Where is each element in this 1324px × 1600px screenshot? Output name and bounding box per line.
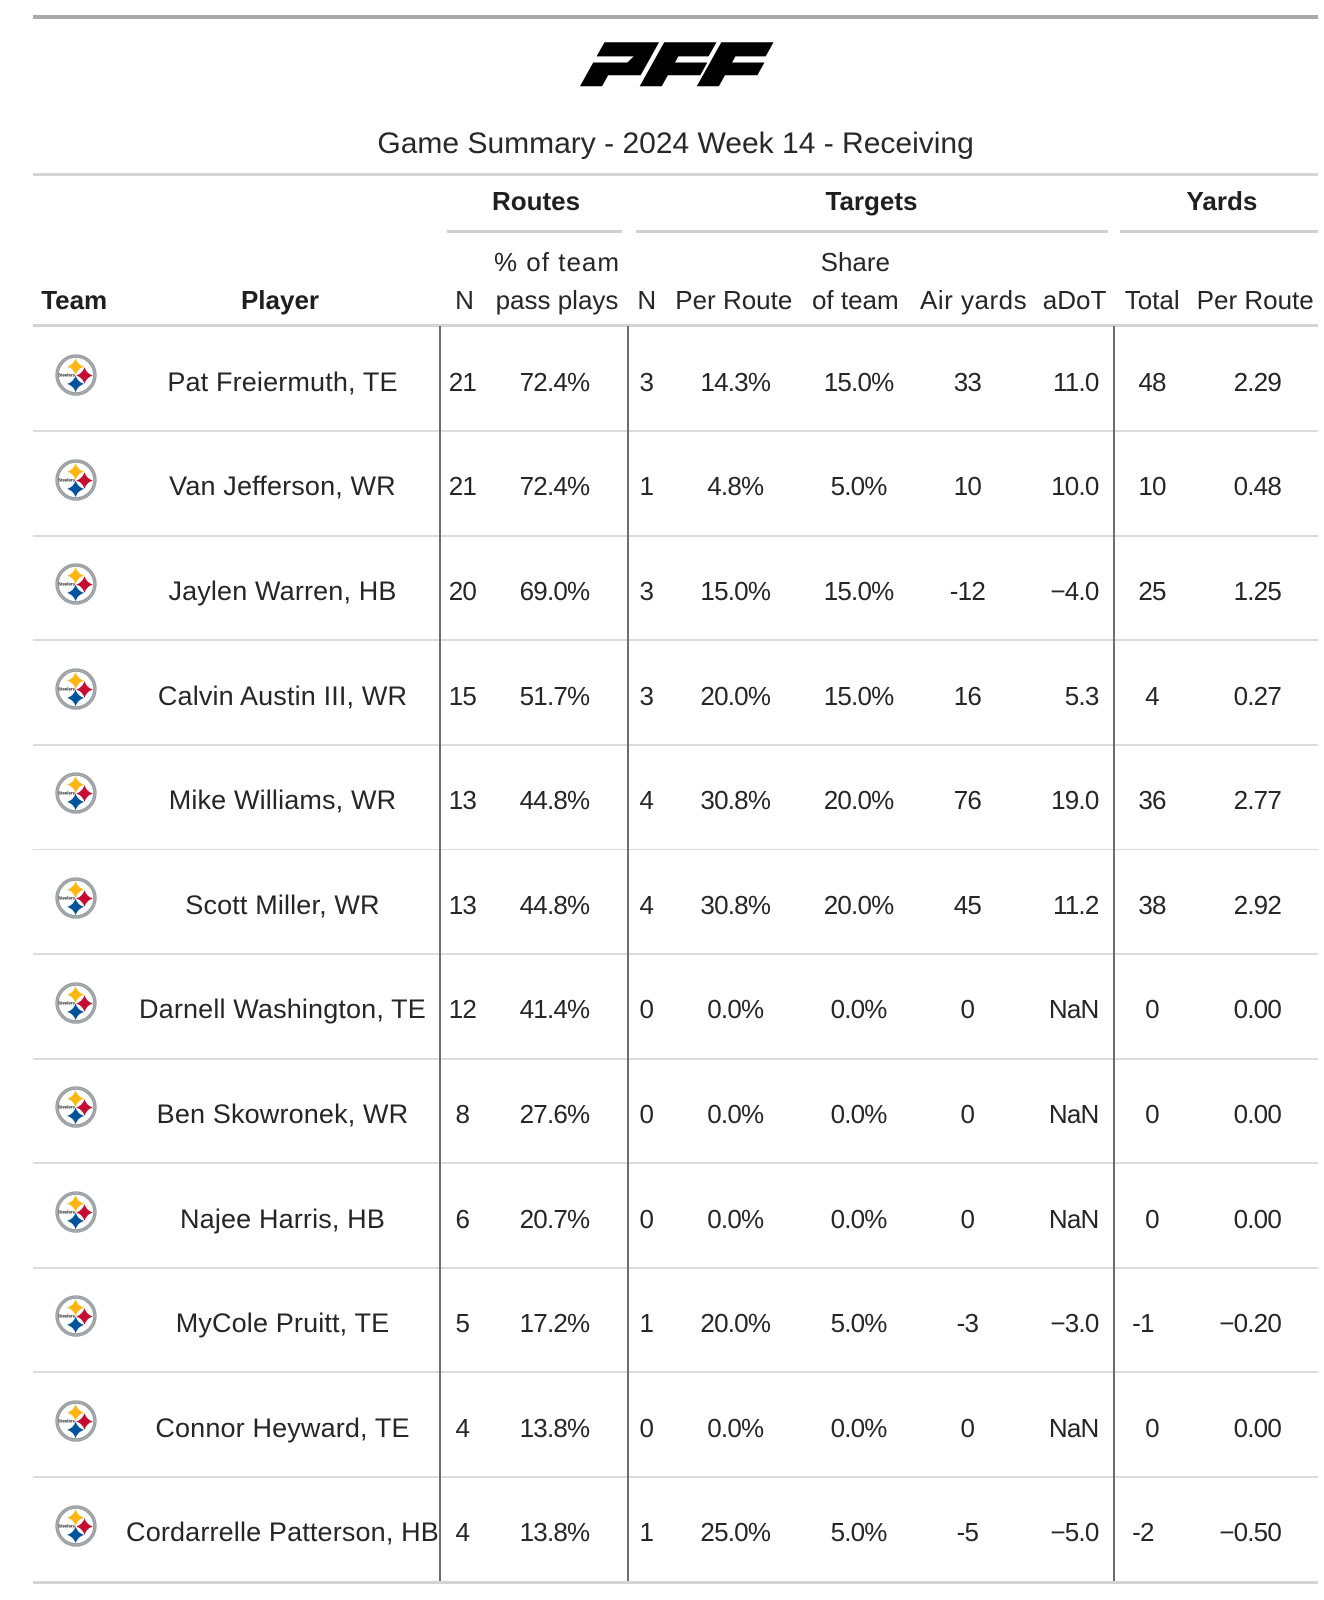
svg-text:Steelers: Steelers [58,1209,75,1214]
svg-text:Steelers: Steelers [58,1105,75,1110]
svg-text:Steelers: Steelers [58,1418,75,1423]
svg-text:Steelers: Steelers [58,373,75,378]
svg-text:Steelers: Steelers [58,1000,75,1005]
svg-text:Steelers: Steelers [58,686,75,691]
svg-text:Steelers: Steelers [58,582,75,587]
svg-text:Steelers: Steelers [58,477,75,482]
svg-text:Steelers: Steelers [58,791,75,796]
svg-text:Steelers: Steelers [58,1314,75,1319]
svg-text:Steelers: Steelers [58,896,75,901]
svg-text:Steelers: Steelers [58,1523,75,1528]
